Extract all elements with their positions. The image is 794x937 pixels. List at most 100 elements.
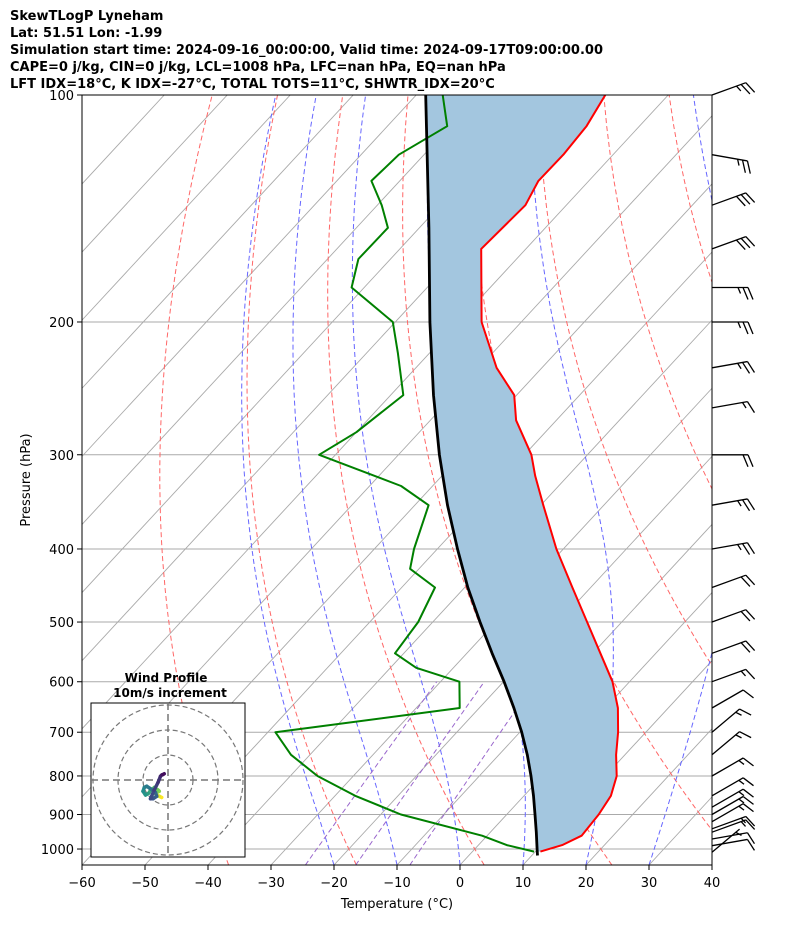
- wind-barb-flag: [742, 795, 754, 805]
- x-tick-label: 10: [515, 876, 532, 891]
- wind-barb-flag: [740, 610, 751, 622]
- isotherm--30: [270, 387, 712, 865]
- wind-barb-flag: [742, 287, 749, 300]
- wind-barb-flag: [742, 321, 749, 335]
- x-tick-label: −50: [131, 876, 158, 891]
- isotherm--100: [82, 95, 543, 594]
- wind-barb-staff: [711, 832, 748, 840]
- wind-barb-half: [737, 287, 742, 294]
- wind-barb-flag: [747, 321, 754, 335]
- wind-barb-half: [736, 159, 740, 166]
- wind-barb-staff: [711, 192, 747, 206]
- wind-barb: [712, 321, 754, 335]
- x-tick-label: 20: [578, 876, 595, 891]
- y-tick-label: 100: [49, 89, 74, 104]
- wind-barb-flag: [745, 82, 756, 93]
- stability-indices: LFT IDX=18°C, K IDX=-27°C, TOTAL TOTS=11…: [10, 77, 495, 92]
- wind-barb: [711, 838, 756, 851]
- wind-barb: [711, 668, 756, 683]
- wind-barb-flag: [745, 819, 756, 830]
- x-tick-label: 0: [456, 876, 464, 891]
- wind-barb-flag: [740, 237, 751, 249]
- wind-barbs: [711, 82, 756, 853]
- dry-adiabat: [734, 95, 794, 865]
- wind-barb-flag: [742, 803, 754, 813]
- wind-barb-half: [738, 791, 745, 797]
- wind-barb-flag: [742, 757, 754, 767]
- wind-barb-flag: [746, 498, 756, 511]
- x-axis: −60 −50 −40 −30 −20 −10 0 10 20 30 40: [68, 865, 720, 891]
- wind-barb: [712, 454, 754, 468]
- wind-barb-flag: [745, 640, 756, 651]
- wind-barb-half: [737, 544, 742, 551]
- isotherm--110: [82, 95, 480, 526]
- wind-barb-staff: [711, 828, 740, 853]
- cape-cin-shading: [425, 95, 619, 852]
- wind-barb-staff: [711, 154, 748, 162]
- wind-barb: [711, 542, 756, 555]
- x-tick-label: −10: [383, 876, 410, 891]
- wind-barb: [711, 815, 756, 830]
- y-tick-label: 200: [49, 316, 74, 331]
- wind-barb-flag: [745, 236, 756, 247]
- wind-barb-staff: [711, 838, 748, 847]
- wind-barb: [711, 819, 756, 833]
- hodograph-segment: [161, 772, 166, 777]
- wind-barb-staff: [711, 668, 747, 683]
- wind-barb-flag: [745, 816, 756, 827]
- wind-barb-half: [741, 402, 747, 409]
- wind-barb: [711, 795, 754, 816]
- wind-barb-half: [737, 500, 742, 507]
- x-tick-label: −30: [257, 876, 284, 891]
- wind-barb-half: [740, 821, 747, 827]
- wind-barb: [711, 235, 756, 251]
- wind-barb: [711, 82, 756, 96]
- wind-barb-flag: [742, 454, 749, 468]
- wind-barb-flag: [745, 574, 756, 586]
- moist-adiabat: [292, 95, 398, 865]
- wind-barb-flag: [740, 576, 751, 587]
- y-tick-label: 1000: [41, 843, 74, 858]
- isotherm--10: [396, 523, 712, 865]
- y-tick-label: 900: [49, 809, 74, 824]
- isotherm--120: [82, 95, 417, 458]
- moist-adiabat: [648, 95, 712, 865]
- wind-barb: [711, 689, 754, 709]
- location-coordinates: Lat: 51.51 Lon: -1.99: [10, 26, 163, 41]
- mixing-ratio-line: [355, 681, 485, 865]
- wind-barb-flag: [746, 832, 756, 845]
- wind-barb-staff: [711, 640, 747, 654]
- wind-barb: [711, 708, 752, 733]
- y-tick-label: 300: [49, 449, 74, 464]
- wind-barb: [711, 154, 751, 174]
- wind-barb-half: [735, 734, 742, 739]
- profile-lines: [274, 95, 620, 856]
- parcel-line: [424, 95, 539, 856]
- wind-barb-flag: [746, 542, 756, 555]
- wind-barb: [711, 788, 754, 808]
- wind-barb: [712, 286, 754, 300]
- wind-barb-staff: [711, 819, 747, 833]
- wind-barb-flag: [741, 499, 751, 512]
- moist-adiabat: [241, 95, 335, 865]
- wind-barb-half: [735, 711, 742, 716]
- wind-barb-staff: [711, 498, 748, 506]
- wind-barb-half: [740, 817, 747, 824]
- wind-barb-half: [738, 779, 745, 785]
- chart-title: SkewTLogP Lyneham: [10, 9, 164, 24]
- convective-parameters: CAPE=0 j/kg, CIN=0 j/kg, LCL=1008 hPa, L…: [10, 60, 506, 75]
- wind-barb-half: [738, 798, 745, 804]
- wind-barb-flag: [742, 788, 754, 798]
- wind-barb: [711, 498, 756, 512]
- wind-barb: [711, 777, 754, 797]
- wind-barb-flag: [740, 83, 751, 95]
- simulation-times: Simulation start time: 2024-09-16_00:00:…: [10, 43, 603, 58]
- wind-barb-staff: [711, 815, 747, 830]
- wind-barb-flag: [741, 362, 751, 374]
- cin-shaded-area: [425, 95, 619, 852]
- wind-barb: [711, 803, 754, 823]
- x-tick-label: −40: [194, 876, 221, 891]
- wind-barb-flag: [742, 689, 754, 699]
- dry-adiabat: [246, 95, 357, 865]
